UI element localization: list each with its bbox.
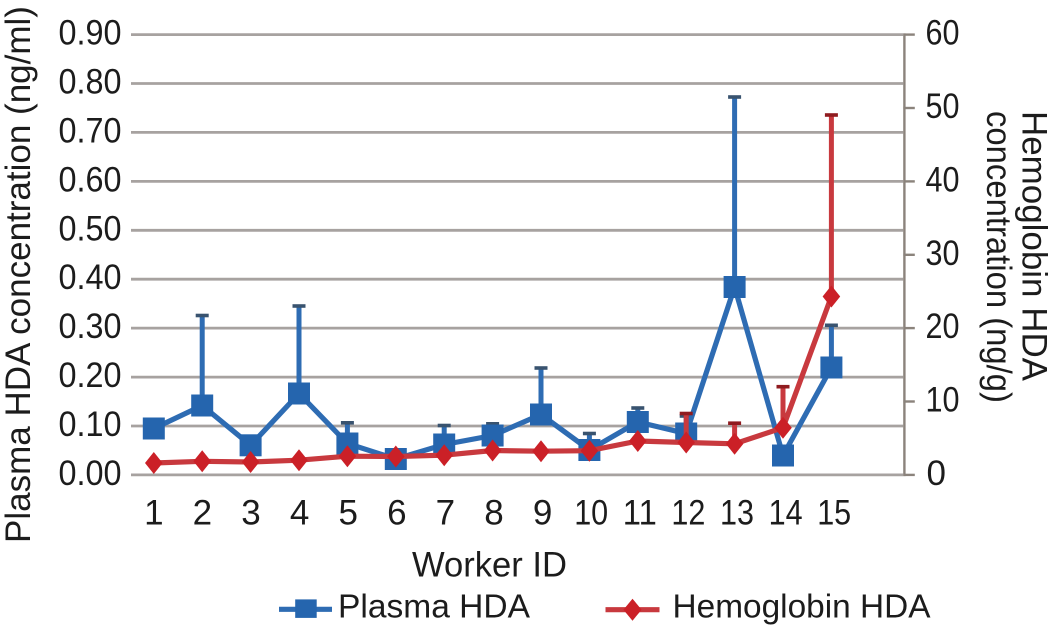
svg-text:0.70: 0.70 [59,111,122,150]
svg-text:14: 14 [769,494,803,533]
svg-text:3: 3 [241,494,260,533]
svg-text:12: 12 [671,494,705,533]
svg-text:Plasma HDA concentration (ng/m: Plasma HDA concentration (ng/ml) [0,6,38,543]
svg-text:0.80: 0.80 [59,63,122,102]
svg-text:concentration (ng/g): concentration (ng/g) [979,111,1018,403]
svg-text:0.10: 0.10 [59,405,122,444]
svg-text:4: 4 [290,494,309,533]
svg-text:20: 20 [926,307,960,346]
svg-text:40: 40 [926,160,960,199]
svg-text:50: 50 [926,87,960,126]
svg-text:0: 0 [927,454,946,493]
svg-text:Hemoglobin HDA: Hemoglobin HDA [673,588,931,625]
svg-text:10: 10 [926,381,960,420]
svg-text:10: 10 [574,494,608,533]
svg-text:8: 8 [484,494,503,533]
svg-text:15: 15 [817,494,851,533]
svg-text:6: 6 [387,494,406,533]
svg-text:0.20: 0.20 [59,356,122,395]
svg-text:13: 13 [720,494,754,533]
svg-text:60: 60 [926,14,960,53]
svg-text:30: 30 [926,234,960,273]
svg-text:0.90: 0.90 [59,14,122,53]
svg-text:5: 5 [338,494,357,533]
svg-text:11: 11 [623,494,657,533]
svg-text:0.60: 0.60 [59,160,122,199]
svg-text:0.00: 0.00 [59,454,122,493]
svg-text:2: 2 [193,494,212,533]
svg-text:Worker ID: Worker ID [412,546,567,585]
svg-text:0.50: 0.50 [59,209,122,248]
svg-text:Hemoglobin HDA: Hemoglobin HDA [1015,111,1050,382]
svg-text:9: 9 [533,494,552,533]
svg-text:0.40: 0.40 [59,258,122,297]
svg-text:Plasma HDA: Plasma HDA [338,588,530,625]
svg-text:0.30: 0.30 [59,307,122,346]
svg-text:7: 7 [436,494,455,533]
svg-text:1: 1 [144,494,163,533]
